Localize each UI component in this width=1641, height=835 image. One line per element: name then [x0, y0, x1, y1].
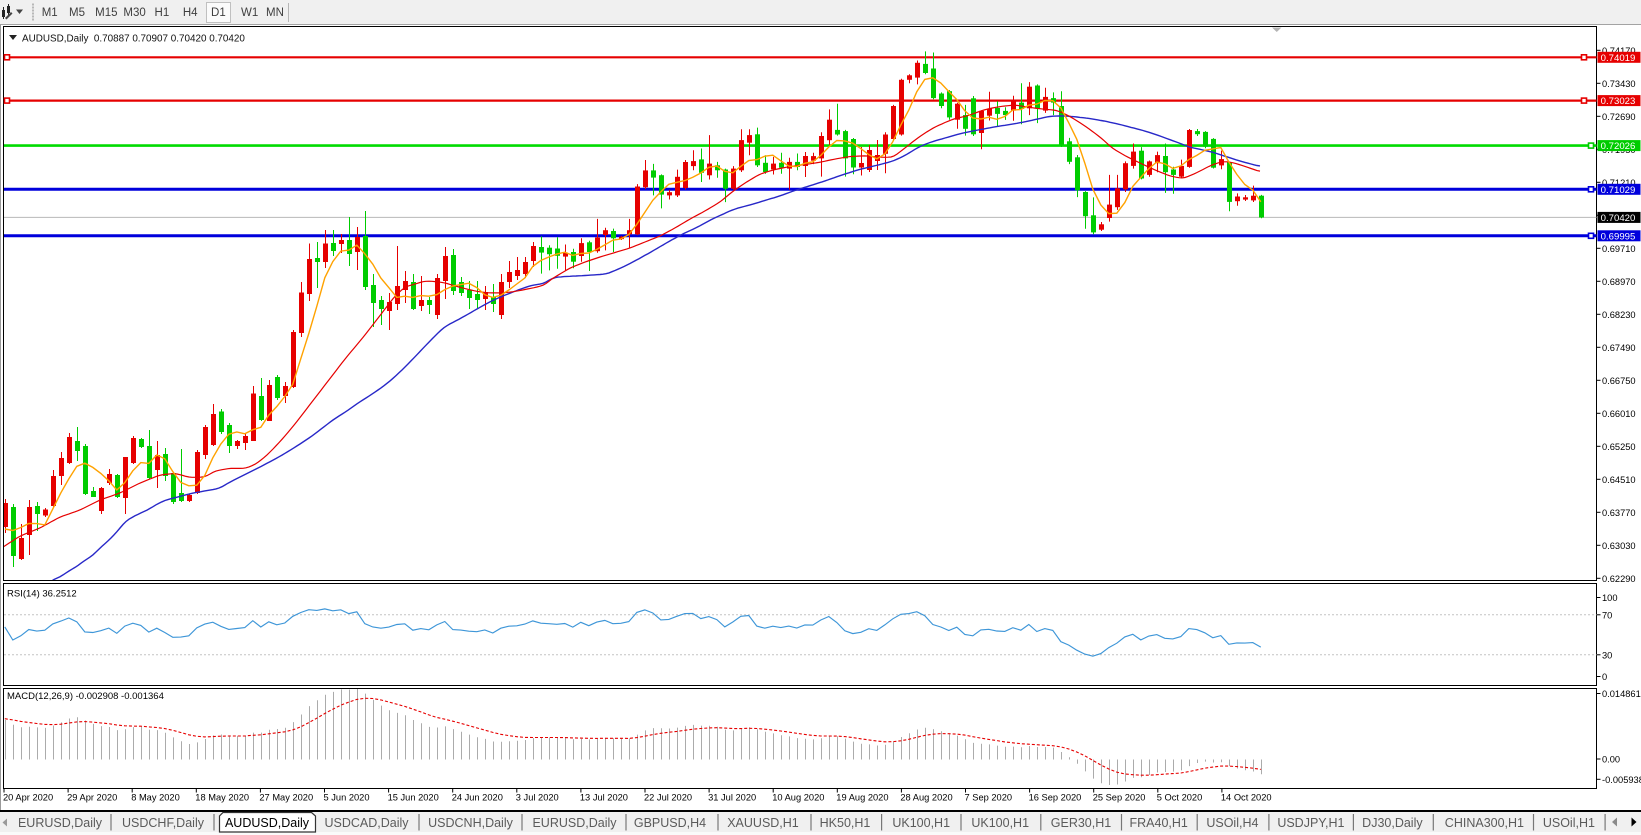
svg-text:RSI(14) 36.2512: RSI(14) 36.2512 [7, 589, 77, 600]
svg-text:0.69995: 0.69995 [1601, 231, 1636, 242]
svg-text:0.65250: 0.65250 [1602, 442, 1636, 452]
svg-text:UK100,H1: UK100,H1 [971, 816, 1029, 830]
svg-text:0.62290: 0.62290 [1602, 574, 1636, 584]
svg-text:18 May 2020: 18 May 2020 [195, 793, 249, 803]
svg-text:100: 100 [1602, 593, 1618, 603]
svg-text:0.00: 0.00 [1602, 755, 1620, 765]
svg-text:0: 0 [1602, 672, 1607, 682]
svg-text:0.74019: 0.74019 [1601, 53, 1636, 64]
svg-text:USDCHF,Daily: USDCHF,Daily [122, 816, 205, 830]
svg-text:0.69710: 0.69710 [1602, 244, 1636, 254]
svg-text:0.72690: 0.72690 [1602, 112, 1636, 122]
svg-text:24 Jun 2020: 24 Jun 2020 [452, 793, 503, 803]
svg-text:USDCNH,Daily: USDCNH,Daily [428, 816, 513, 830]
svg-text:70: 70 [1602, 610, 1612, 620]
svg-text:M5: M5 [69, 7, 85, 19]
svg-text:AUDUSD,Daily 0.70887 0.70907: AUDUSD,Daily 0.70887 0.70907 0.70420 0.7… [22, 34, 245, 45]
svg-text:29 Apr 2020: 29 Apr 2020 [67, 793, 117, 803]
svg-text:30: 30 [1602, 650, 1612, 660]
svg-text:0.68970: 0.68970 [1602, 277, 1636, 287]
svg-text:20 Apr 2020: 20 Apr 2020 [3, 793, 53, 803]
svg-text:GBPUSD,H4: GBPUSD,H4 [634, 816, 706, 830]
svg-text:M1: M1 [42, 7, 58, 19]
svg-text:D1: D1 [211, 7, 226, 19]
svg-text:MN: MN [266, 7, 284, 19]
svg-text:FRA40,H1: FRA40,H1 [1130, 816, 1188, 830]
svg-text:31 Jul 2020: 31 Jul 2020 [708, 793, 756, 803]
svg-text:0.014861: 0.014861 [1602, 689, 1641, 699]
svg-text:25 Sep 2020: 25 Sep 2020 [1093, 793, 1146, 803]
svg-text:0.74170: 0.74170 [1602, 46, 1636, 56]
svg-text:AUDUSD,Daily: AUDUSD,Daily [225, 816, 310, 830]
svg-text:UK100,H1: UK100,H1 [892, 816, 950, 830]
svg-text:8 May 2020: 8 May 2020 [131, 793, 180, 803]
svg-text:0.68230: 0.68230 [1602, 310, 1636, 320]
svg-text:EURUSD,Daily: EURUSD,Daily [532, 816, 617, 830]
svg-text:USDCAD,Daily: USDCAD,Daily [324, 816, 409, 830]
svg-text:0.71210: 0.71210 [1602, 178, 1636, 188]
svg-text:0.64510: 0.64510 [1602, 475, 1636, 485]
svg-text:13 Jul 2020: 13 Jul 2020 [580, 793, 628, 803]
svg-text:0.66750: 0.66750 [1602, 376, 1636, 386]
svg-text:XAUUSD,H1: XAUUSD,H1 [727, 816, 799, 830]
svg-text:0.70420: 0.70420 [1601, 213, 1636, 224]
svg-text:0.67490: 0.67490 [1602, 343, 1636, 353]
svg-text:USOil,H1: USOil,H1 [1543, 816, 1595, 830]
svg-text:H4: H4 [183, 7, 198, 19]
svg-text:0.73023: 0.73023 [1601, 96, 1636, 107]
svg-text:22 Jul 2020: 22 Jul 2020 [644, 793, 692, 803]
svg-text:DJ30,Daily: DJ30,Daily [1362, 816, 1423, 830]
svg-text:H1: H1 [155, 7, 170, 19]
svg-text:0.66010: 0.66010 [1602, 409, 1636, 419]
svg-text:10 Aug 2020: 10 Aug 2020 [772, 793, 824, 803]
svg-text:M30: M30 [123, 7, 145, 19]
svg-text:GER30,H1: GER30,H1 [1051, 816, 1111, 830]
svg-text:-0.005938: -0.005938 [1602, 775, 1641, 785]
svg-text:14 Oct 2020: 14 Oct 2020 [1221, 793, 1272, 803]
svg-text:HK50,H1: HK50,H1 [820, 816, 871, 830]
svg-text:3 Jul 2020: 3 Jul 2020 [516, 793, 559, 803]
svg-text:MACD(12,26,9) -0.002908 -0.001: MACD(12,26,9) -0.002908 -0.001364 [7, 691, 164, 702]
svg-text:27 May 2020: 27 May 2020 [259, 793, 313, 803]
svg-text:15 Jun 2020: 15 Jun 2020 [388, 793, 439, 803]
svg-text:USDJPY,H1: USDJPY,H1 [1277, 816, 1344, 830]
svg-text:0.71029: 0.71029 [1601, 185, 1636, 196]
svg-text:16 Sep 2020: 16 Sep 2020 [1029, 793, 1082, 803]
svg-text:W1: W1 [241, 7, 258, 19]
svg-text:0.63770: 0.63770 [1602, 508, 1636, 518]
svg-text:USOil,H4: USOil,H4 [1206, 816, 1258, 830]
svg-text:M15: M15 [95, 7, 117, 19]
svg-text:EURUSD,Daily: EURUSD,Daily [18, 816, 103, 830]
svg-text:0.72026: 0.72026 [1601, 141, 1636, 152]
svg-text:28 Aug 2020: 28 Aug 2020 [900, 793, 952, 803]
svg-text:5 Oct 2020: 5 Oct 2020 [1157, 793, 1202, 803]
svg-text:0.73430: 0.73430 [1602, 79, 1636, 89]
svg-text:7 Sep 2020: 7 Sep 2020 [965, 793, 1013, 803]
svg-text:0.63030: 0.63030 [1602, 541, 1636, 551]
svg-text:19 Aug 2020: 19 Aug 2020 [836, 793, 888, 803]
svg-text:CHINA300,H1: CHINA300,H1 [1445, 816, 1524, 830]
svg-text:5 Jun 2020: 5 Jun 2020 [324, 793, 370, 803]
